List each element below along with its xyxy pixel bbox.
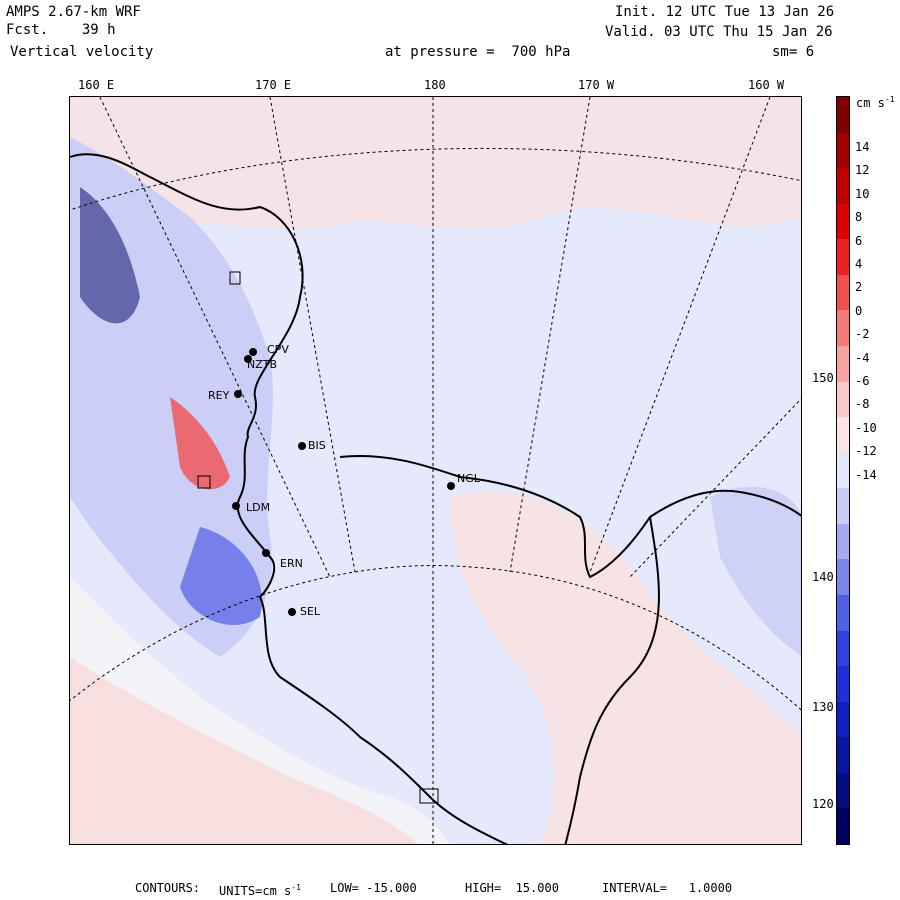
station-nztb: NZTB <box>247 358 278 371</box>
colorbar-tick-label: 6 <box>855 233 863 248</box>
footer-high: HIGH= 15.000 <box>465 881 559 895</box>
lon-label-160w: 160 W <box>748 78 785 92</box>
station-markers <box>232 348 455 616</box>
coastline <box>70 153 509 844</box>
map-canvas <box>70 97 801 844</box>
colorbar-tick-label: 4 <box>855 257 863 271</box>
colorbar-segment <box>837 808 849 845</box>
colorbar-segment <box>837 97 849 134</box>
ice-shelf-front <box>339 455 801 579</box>
colorbar-tick-label: 2 <box>855 280 863 295</box>
lon-label-160e: 160 E <box>78 78 115 92</box>
colorbar-segment <box>837 523 849 560</box>
colorbar-segment <box>837 772 849 809</box>
colorbar-tick-label: -8 <box>855 397 870 412</box>
colorbar-units: cm s-1 <box>856 95 895 110</box>
colorbar-segment <box>837 346 849 383</box>
colorbar-tick-label: -4 <box>855 350 870 365</box>
colorbar-segment <box>837 701 849 738</box>
graticule <box>70 97 801 844</box>
valid-time: Valid. 03 UTC Thu 15 Jan 26 <box>605 24 833 40</box>
footer-units: UNITS=cm s-1 <box>219 883 301 898</box>
colorbar-segment <box>837 203 849 240</box>
smoothing: sm= 6 <box>772 44 815 60</box>
station-ngl: NGL <box>457 472 480 485</box>
feature-boxes <box>197 271 439 804</box>
colorbar-segment <box>837 381 849 418</box>
colorbar-tick-label: -14 <box>855 467 877 482</box>
station-ern: ERN <box>280 557 303 570</box>
colorbar-segment <box>837 452 849 489</box>
colorbar-tick-label: 14 <box>855 140 870 154</box>
pressure-level: at pressure = 700 hPa <box>385 44 571 60</box>
positive-area <box>70 97 801 237</box>
colorbar-tick-label: -10 <box>855 420 877 435</box>
station-bis: BIS <box>308 439 326 452</box>
colorbar-tick-label: -2 <box>855 327 870 342</box>
field-name: Vertical velocity <box>10 44 154 60</box>
lon-label-180: 180 <box>424 78 446 92</box>
footer-interval: INTERVAL= 1.0000 <box>602 881 733 895</box>
init-time: Init. 12 UTC Tue 13 Jan 26 <box>615 4 835 20</box>
colorbar-segment <box>837 630 849 667</box>
colorbar-segment <box>837 239 849 276</box>
colorbar-segment <box>837 666 849 703</box>
colorbar-segment <box>837 168 849 205</box>
colorbar-segment <box>837 559 849 596</box>
footer-contours: CONTOURS: <box>135 881 201 895</box>
colorbar-tick-label: 10 <box>855 186 870 201</box>
forecast-hour: Fcst. 39 h <box>6 22 116 38</box>
colorbar-segment <box>837 310 849 347</box>
station-ldm: LDM <box>246 501 271 514</box>
colorbar-segment <box>837 737 849 774</box>
colorbar-segment <box>837 274 849 311</box>
footer-low: LOW= -15.000 <box>330 881 417 895</box>
station-cpv: CPV <box>267 343 289 356</box>
strong-positive-area <box>170 397 230 490</box>
colorbar-tick-label: 0 <box>855 303 863 318</box>
strong-negative-area <box>80 187 140 324</box>
model-title: AMPS 2.67-km WRF <box>6 4 141 20</box>
colorbar-segment <box>837 595 849 632</box>
lon-label-170e: 170 E <box>255 78 292 92</box>
colorbar-segment <box>837 488 849 525</box>
negative-area <box>710 486 801 656</box>
map-panel: CPV NZTB REY BIS NGL LDM ERN SEL <box>69 96 802 845</box>
station-sel: SEL <box>300 605 321 618</box>
colorbar-tick-label: 12 <box>855 163 870 178</box>
colorbar-tick-label: 8 <box>855 210 863 225</box>
lon-label-170w: 170 W <box>578 78 615 92</box>
colorbar-segment <box>837 417 849 454</box>
colorbar-tick-label: -12 <box>855 444 877 459</box>
strong-negative-area <box>180 527 262 626</box>
grounding-line <box>564 516 660 844</box>
positive-area <box>70 657 418 844</box>
positive-area <box>450 491 801 844</box>
colorbar <box>836 96 850 845</box>
colorbar-segment <box>837 132 849 169</box>
colorbar-tick-label: -6 <box>855 374 870 388</box>
station-rey: REY <box>208 389 230 402</box>
